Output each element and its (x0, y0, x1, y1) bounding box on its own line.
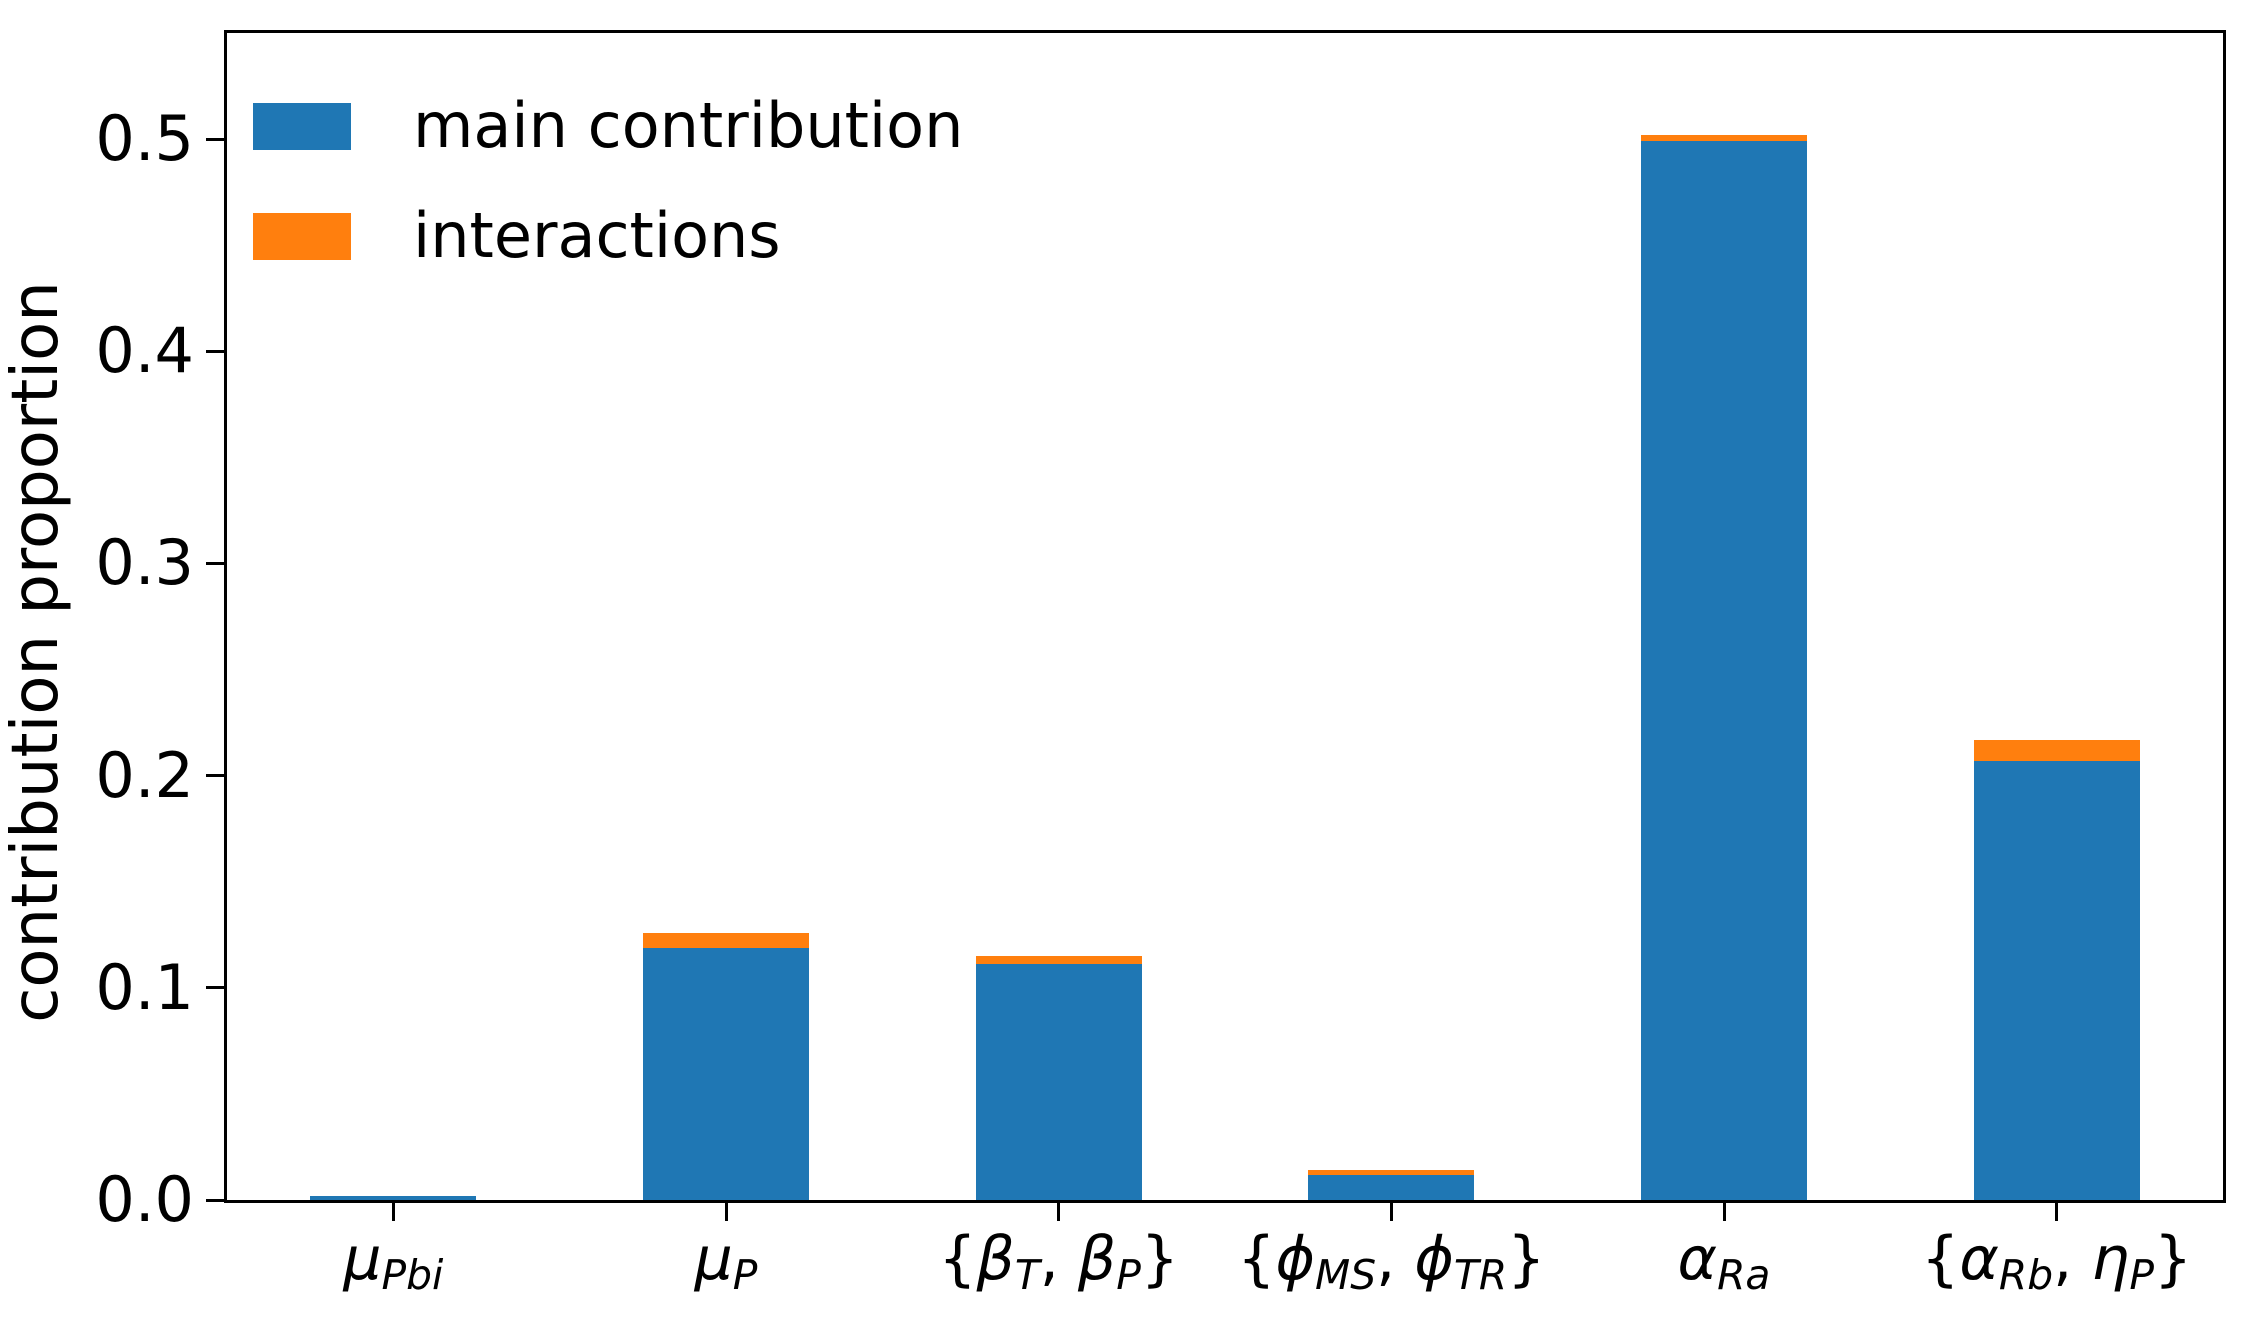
x-tick-mark (1057, 1203, 1061, 1221)
x-tick-label: μPbi (343, 1224, 444, 1300)
x-tick-label: {βT, βP} (938, 1224, 1179, 1300)
x-tick-mark (724, 1203, 728, 1221)
y-tick-mark (206, 349, 224, 353)
bar-segment-main-contribution (1973, 760, 2140, 1200)
legend-label-interactions: interactions (413, 199, 781, 272)
bar-segment-main-contribution (1308, 1174, 1475, 1200)
plot-area: main contribution interactions (224, 30, 2226, 1203)
bar-segment-interactions (1973, 739, 2140, 761)
y-tick-label: 0.0 (95, 1163, 194, 1236)
x-tick-mark (391, 1203, 395, 1221)
bar-segment-main-contribution (310, 1195, 477, 1200)
y-tick-label: 0.2 (95, 738, 194, 812)
y-tick-label: 0.5 (95, 102, 194, 176)
x-tick-mark (2055, 1203, 2059, 1221)
legend: main contribution interactions (253, 95, 963, 267)
x-tick-mark (1389, 1203, 1393, 1221)
y-tick-label: 0.1 (95, 950, 194, 1024)
bar-segment-interactions (1641, 134, 1807, 142)
x-tick-mark (1722, 1203, 1726, 1221)
y-tick-mark (206, 1198, 224, 1202)
y-tick-mark (206, 561, 224, 565)
bar-segment-interactions (1308, 1170, 1475, 1175)
y-tick-mark (206, 774, 224, 778)
x-tick-label: μP (694, 1224, 758, 1300)
bar-segment-main-contribution (975, 964, 1142, 1200)
bar-segment-main-contribution (1641, 141, 1807, 1200)
x-tick-label: {ϕMS, ϕTR} (1237, 1224, 1546, 1300)
y-tick-mark (206, 137, 224, 141)
x-tick-label: αRa (1677, 1224, 1771, 1300)
legend-entry-main-contribution: main contribution (253, 95, 963, 157)
bar-segment-main-contribution (643, 947, 809, 1200)
legend-label-main-contribution: main contribution (413, 89, 964, 162)
y-tick-label: 0.3 (95, 526, 194, 600)
legend-swatch-interactions (253, 212, 351, 260)
bar-segment-interactions (643, 932, 809, 948)
x-tick-label: {αRb, ηP} (1921, 1224, 2193, 1300)
legend-swatch-main-contribution (253, 102, 351, 150)
bar-segment-interactions (975, 956, 1142, 965)
y-tick-mark (206, 986, 224, 990)
legend-entry-interactions: interactions (253, 205, 963, 267)
y-axis-label: contribution proportion (0, 281, 73, 1023)
y-tick-label: 0.4 (95, 314, 194, 388)
